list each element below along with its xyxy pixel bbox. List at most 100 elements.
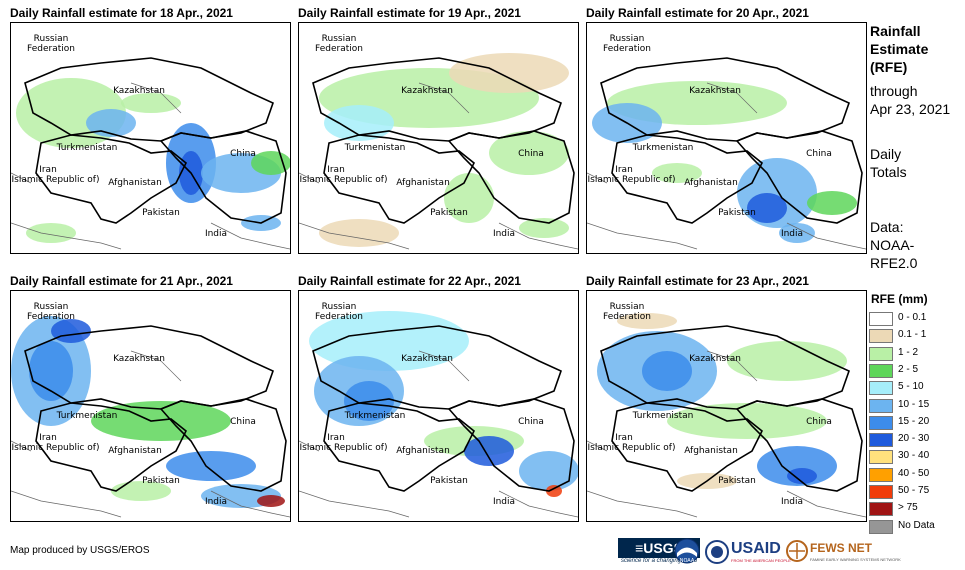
legend-title: RFE (mm): [871, 292, 928, 306]
legend-swatch: [869, 502, 893, 517]
country-border: [159, 398, 287, 492]
country-label-pakistan: Pakistan: [430, 476, 468, 486]
rainfall-area: [166, 451, 256, 481]
rainfall-area: [617, 313, 677, 329]
country-label-iran-2: (Islamic Republic of): [10, 443, 100, 453]
country-label-china: China: [230, 417, 256, 427]
country-label-afghanistan: Afghanistan: [396, 446, 450, 456]
rainfall-map-canvas: [587, 57, 866, 250]
rainfall-area: [29, 341, 73, 401]
country-label-russia-1: Russian: [33, 34, 69, 44]
legend-label: No Data: [898, 519, 935, 531]
side-data-line-3: RFE2.0: [870, 255, 918, 271]
country-label-kazakhstan: Kazakhstan: [113, 86, 165, 96]
country-label-iran-2: (Islamic Republic of): [10, 175, 100, 185]
fewsnet-globe-icon: [786, 540, 808, 562]
legend-label: 30 - 40: [898, 450, 930, 462]
country-label-india: India: [780, 229, 804, 239]
rainfall-area: [111, 481, 171, 501]
country-label-china: China: [806, 149, 832, 159]
legend-label: 40 - 50: [898, 467, 930, 479]
coastline: [587, 82, 866, 250]
country-label-turkmenistan: Turkmenistan: [344, 143, 406, 153]
country-border: [159, 130, 287, 224]
noaa-emblem: NOAA: [674, 538, 700, 566]
legend-swatch: [869, 329, 893, 344]
rainfall-area: [727, 341, 847, 381]
country-label-russia-1: Russian: [609, 302, 645, 312]
legend-swatch: [869, 485, 893, 499]
map-panel-title: Daily Rainfall estimate for 21 Apr., 202…: [10, 274, 233, 288]
rainfall-map: Russian Federation Kazakhstan Turkmenistan C…: [298, 290, 579, 522]
usaid-logo-tagline: FROM THE AMERICAN PEOPLE: [731, 558, 791, 563]
country-label-russia-1: Russian: [321, 302, 357, 312]
country-label-russia-2: Federation: [315, 44, 363, 54]
country-label-russia-1: Russian: [33, 302, 69, 312]
side-title-line-1: Rainfall: [870, 23, 921, 39]
country-label-iran-1: Iran: [615, 165, 633, 175]
country-label-india: India: [204, 497, 228, 507]
country-label-china: China: [806, 417, 832, 427]
map-panel-title: Daily Rainfall estimate for 20 Apr., 202…: [586, 6, 809, 20]
country-label-india: India: [492, 497, 516, 507]
country-border: [735, 130, 863, 224]
usaid-logo: USAID FROM THE AMERICAN PEOPLE: [705, 538, 791, 566]
country-label-russia-2: Federation: [603, 312, 651, 322]
noaa-emblem-text: NOAA: [680, 558, 695, 564]
rainfall-area: [309, 311, 469, 371]
noaa-emblem-icon: NOAA: [674, 538, 700, 564]
country-label-pakistan: Pakistan: [142, 208, 180, 218]
country-label-turkmenistan: Turkmenistan: [632, 143, 694, 153]
country-label-kazakhstan: Kazakhstan: [401, 86, 453, 96]
rainfall-area: [121, 93, 181, 113]
side-data-line-2: NOAA-: [870, 237, 915, 253]
rainfall-map: Russian Federation Kazakhstan Turkmenistan C…: [586, 22, 867, 254]
country-label-kazakhstan: Kazakhstan: [401, 354, 453, 364]
legend-label: 0 - 0.1: [898, 312, 927, 323]
country-label-iran-2: (Islamic Republic of): [586, 443, 676, 453]
legend-swatch: [869, 519, 893, 534]
country-label-iran-2: (Islamic Republic of): [298, 443, 388, 453]
fewsnet-logo: FEWS NET FAMINE EARLY WARNING SYSTEMS NE…: [786, 538, 901, 566]
side-title-line-3: (RFE): [870, 59, 908, 75]
country-label-russia-1: Russian: [321, 34, 357, 44]
side-data-line-1: Data:: [870, 219, 904, 235]
country-label-india: India: [492, 229, 516, 239]
country-label-russia-1: Russian: [609, 34, 645, 44]
country-label-india: India: [780, 497, 804, 507]
rainfall-map: Russian Federation Kazakhstan Turkmenistan C…: [586, 290, 867, 522]
country-label-iran-1: Iran: [39, 165, 57, 175]
legend-label: 50 - 75: [898, 485, 930, 496]
usgs-logo-tagline: science for a changing world: [620, 558, 698, 564]
country-border: [447, 130, 575, 224]
map-panel-title: Daily Rainfall estimate for 23 Apr., 202…: [586, 274, 809, 288]
legend-swatch: [869, 312, 893, 326]
legend-label: 1 - 2: [898, 346, 919, 358]
coastline: [299, 350, 578, 518]
rainfall-area: [546, 485, 562, 497]
rainfall-area: [26, 223, 76, 243]
country-border: [35, 402, 188, 492]
rainfall-area: [747, 193, 787, 223]
country-border: [35, 134, 188, 224]
country-label-iran-1: Iran: [615, 433, 633, 443]
country-label-iran-1: Iran: [327, 165, 345, 175]
coastline: [11, 82, 290, 250]
rainfall-area: [519, 451, 578, 491]
country-label-pakistan: Pakistan: [718, 208, 756, 218]
legend-label: 15 - 20: [898, 415, 930, 427]
country-label-afghanistan: Afghanistan: [684, 446, 738, 456]
rainfall-area: [787, 468, 817, 484]
legend-label: 0.1 - 1: [898, 329, 927, 341]
country-label-russia-2: Federation: [603, 44, 651, 54]
rainfall-area: [449, 53, 569, 93]
rainfall-map-canvas: [299, 311, 578, 518]
usaid-seal-icon: [705, 540, 729, 564]
country-border: [447, 398, 575, 492]
coastline: [587, 350, 866, 518]
map-panel-title: Daily Rainfall estimate for 22 Apr., 202…: [298, 274, 521, 288]
country-label-kazakhstan: Kazakhstan: [113, 354, 165, 364]
legend-label: > 75: [898, 502, 918, 514]
country-label-india: India: [204, 229, 228, 239]
country-label-russia-2: Federation: [27, 44, 75, 54]
